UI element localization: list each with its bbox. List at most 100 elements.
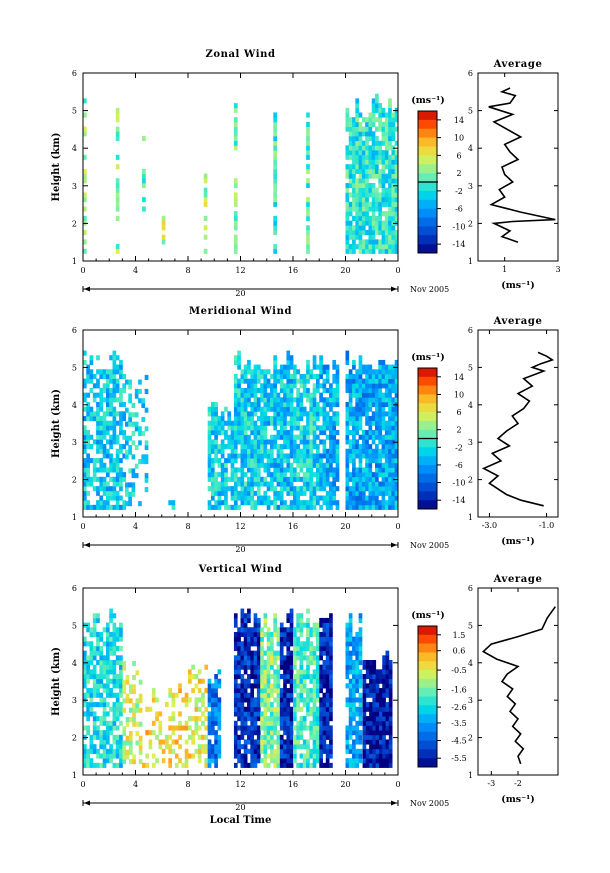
heatmap-cell [361,192,366,198]
heatmap-cell [306,121,310,127]
heatmap-cell [394,453,399,459]
heatmap-cell [237,397,241,403]
heatmap-cell [365,702,370,708]
heatmap-cell [394,187,399,193]
xtick-label: 0 [80,780,85,789]
heatmap-cell [273,730,277,736]
heatmap-cell [256,617,261,623]
heatmap-cell [230,486,235,492]
heatmap-cell [247,467,251,473]
heatmap-cell [99,660,104,666]
heatmap-cell [253,397,258,403]
heatmap-cell [329,458,333,464]
heatmap-cell [247,631,251,638]
heatmap-cell [378,378,382,384]
heatmap-cell [253,373,258,380]
heatmap-cell [250,373,255,380]
heatmap-cell [178,683,182,689]
heatmap-cell [112,641,117,647]
heatmap-cell [365,674,370,680]
heatmap-cell [283,481,287,487]
heatmap-cell [365,117,369,123]
heatmap-cell [203,192,208,198]
heatmap-cell [99,401,104,408]
xtick-label: 4 [133,780,138,789]
heatmap-cell [250,476,255,482]
heatmap-cell [279,627,284,633]
heatmap-cell [345,486,350,492]
heatmap-cell [119,739,123,745]
heatmap-cell [286,748,291,754]
heatmap-cell [99,406,104,412]
heatmap-cell [372,683,377,689]
heatmap-cell [388,495,392,501]
heatmap-cell [322,660,327,666]
heatmap-cell [375,201,379,207]
heatmap-cell [83,392,87,398]
heatmap-cell [119,753,123,759]
heatmap-cell [348,458,353,464]
heatmap-cell [253,706,258,712]
heatmap-cell [279,720,284,726]
heatmap-cell [329,401,333,408]
heatmap-column [142,135,146,212]
heatmap-cell [99,674,104,680]
heatmap-cell [358,702,363,708]
heatmap-cell [319,472,323,478]
heatmap-cell [240,411,245,417]
heatmap-cell [289,674,294,680]
heatmap-cell [247,476,251,482]
heatmap-cell [319,702,323,708]
heatmap-cell [368,220,373,226]
heatmap-cell [289,753,294,759]
heatmap-cell [207,758,212,764]
heatmap-cell [375,406,379,412]
heatmap-cell [296,627,300,633]
heatmap-cell [89,645,94,652]
heatmap-cell [155,697,159,703]
heatmap-cell [273,244,277,250]
heatmap-cell [112,669,117,675]
heatmap-cell [83,458,87,464]
heatmap-cell [247,664,251,670]
heatmap-cell [276,744,281,750]
heatmap-cell [325,453,330,459]
heatmap-cell [247,486,251,492]
heatmap-cell [375,716,380,722]
heatmap-cell [365,383,369,389]
heatmap-cell [378,730,383,736]
heatmap-cell [158,744,163,750]
heatmap-cell [394,458,399,464]
heatmap-cell [112,645,117,652]
heatmap-cell [220,486,225,492]
heatmap-cell [375,401,379,408]
heatmap-cell [385,744,390,750]
heatmap-cell [309,416,314,422]
heatmap-cell [332,490,337,496]
heatmap-cell [352,383,356,389]
heatmap-cell [247,636,251,642]
heatmap-cell [362,664,367,670]
heatmap-cell [322,420,327,426]
heatmap-cell [237,476,241,482]
heatmap-cell [174,753,179,759]
heatmap-cell [250,748,255,754]
heatmap-cell [382,716,386,722]
heatmap-cell [260,444,264,450]
heatmap-cell [355,631,360,638]
heatmap-cell [299,674,304,680]
heatmap-cell [279,364,284,370]
heatmap-cell [348,486,353,492]
heatmap-cell [119,706,123,712]
heatmap-cell [293,397,297,403]
heatmap-cell [194,683,199,689]
heatmap-cell [260,458,264,464]
heatmap-cell [105,406,110,412]
heatmap-cell [112,495,117,501]
heatmap-cell [217,425,222,431]
heatmap-cell [365,762,370,768]
heatmap-cell [247,500,251,506]
heatmap-cell [119,762,123,768]
xtick-label: 0 [395,266,400,275]
